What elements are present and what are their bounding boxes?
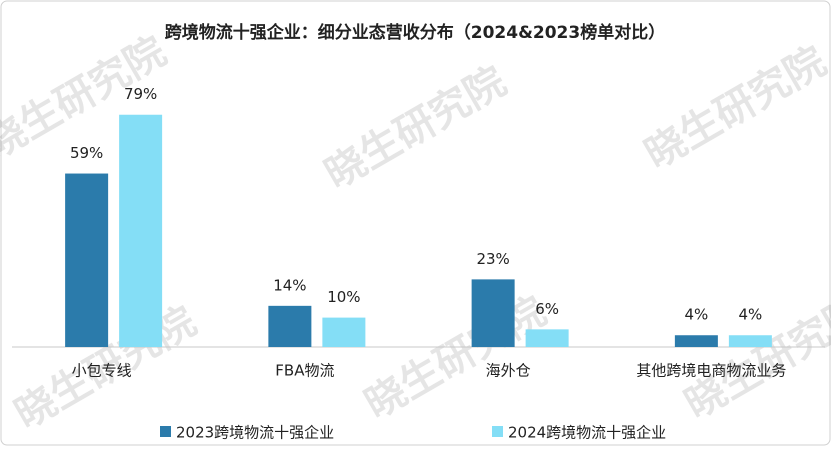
chart-title: 跨境物流十强企业：细分业态营收分布（2024&2023榜单对比） — [165, 22, 665, 43]
data-label: 4% — [738, 306, 762, 324]
bar — [472, 279, 515, 347]
legend-label: 2023跨境物流十强企业 — [176, 424, 334, 442]
legend-swatch — [160, 426, 171, 437]
bar — [322, 318, 365, 347]
bar — [675, 335, 718, 347]
data-label: 4% — [684, 306, 708, 324]
data-label: 14% — [273, 276, 306, 294]
legend-swatch — [492, 426, 503, 437]
bar — [526, 329, 569, 347]
bar — [729, 335, 772, 347]
data-label: 23% — [476, 250, 509, 268]
data-label: 10% — [327, 288, 360, 306]
bar — [119, 115, 162, 347]
x-tick-label: FBA物流 — [275, 362, 334, 380]
bar — [65, 174, 108, 347]
legend-label: 2024跨境物流十强企业 — [508, 424, 666, 442]
bar — [268, 306, 311, 347]
data-label: 79% — [124, 85, 157, 103]
x-tick-label: 其他跨境电商物流业务 — [636, 362, 786, 380]
x-tick-label: 海外仓 — [486, 362, 531, 380]
x-tick-label: 小包专线 — [72, 362, 132, 380]
data-label: 59% — [70, 144, 103, 162]
data-label: 6% — [535, 300, 559, 318]
